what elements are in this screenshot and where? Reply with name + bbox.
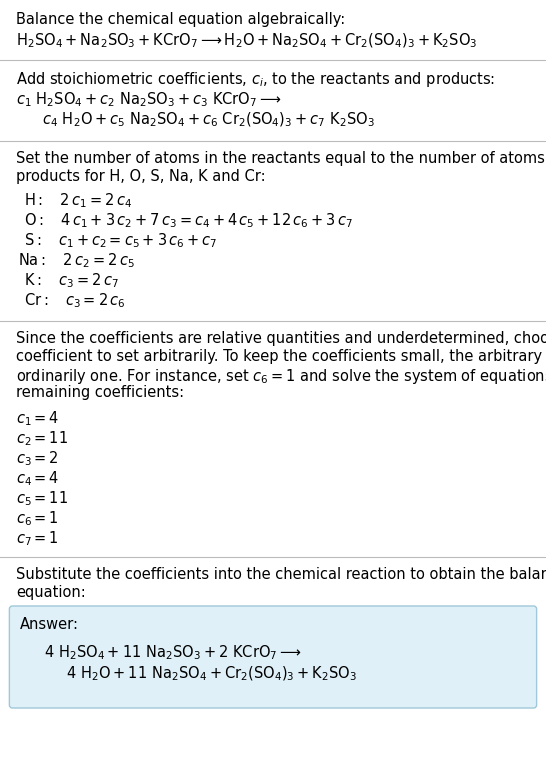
Text: ordinarily one. For instance, set $c_6 = 1$ and solve the system of equations fo: ordinarily one. For instance, set $c_6 =… [16, 367, 546, 386]
Text: $c_5 = 11$: $c_5 = 11$ [16, 489, 68, 508]
Text: remaining coefficients:: remaining coefficients: [16, 385, 185, 400]
FancyBboxPatch shape [9, 606, 537, 708]
Text: $c_7 = 1$: $c_7 = 1$ [16, 529, 59, 548]
Text: Balance the chemical equation algebraically:: Balance the chemical equation algebraica… [16, 12, 346, 27]
Text: $\quad 4\ \mathrm{H_2O} + 11\ \mathrm{Na_2SO_4} + \mathrm{Cr_2(SO_4)_3} + \mathr: $\quad 4\ \mathrm{H_2O} + 11\ \mathrm{Na… [52, 665, 358, 684]
Text: products for H, O, S, Na, K and Cr:: products for H, O, S, Na, K and Cr: [16, 169, 266, 184]
Text: Set the number of atoms in the reactants equal to the number of atoms in the: Set the number of atoms in the reactants… [16, 151, 546, 166]
Text: $\mathrm{S:}\quad c_1 + c_2 = c_5 + 3\,c_6 + c_7$: $\mathrm{S:}\quad c_1 + c_2 = c_5 + 3\,c… [25, 231, 218, 250]
Text: coefficient to set arbitrarily. To keep the coefficients small, the arbitrary va: coefficient to set arbitrarily. To keep … [16, 349, 546, 364]
Text: $\mathrm{H_2SO_4 + Na_2SO_3 + KCrO_7 \longrightarrow H_2O + Na_2SO_4 + Cr_2(SO_4: $\mathrm{H_2SO_4 + Na_2SO_3 + KCrO_7 \lo… [16, 32, 478, 50]
Text: Add stoichiometric coefficients, $c_i$, to the reactants and products:: Add stoichiometric coefficients, $c_i$, … [16, 70, 496, 89]
Text: $c_4 = 4$: $c_4 = 4$ [16, 469, 60, 487]
Text: Since the coefficients are relative quantities and underdetermined, choose a: Since the coefficients are relative quan… [16, 331, 546, 346]
Text: $c_2 = 11$: $c_2 = 11$ [16, 429, 68, 448]
Text: $c_1\ \mathrm{H_2SO_4} + c_2\ \mathrm{Na_2SO_3} + c_3\ \mathrm{KCrO_7} \longrigh: $c_1\ \mathrm{H_2SO_4} + c_2\ \mathrm{Na… [16, 90, 282, 109]
Text: Answer:: Answer: [20, 617, 79, 632]
Text: $\mathrm{K:}\quad c_3 = 2\,c_7$: $\mathrm{K:}\quad c_3 = 2\,c_7$ [25, 271, 119, 290]
Text: $c_6 = 1$: $c_6 = 1$ [16, 509, 59, 528]
Text: $\mathrm{Cr:}\quad c_3 = 2\,c_6$: $\mathrm{Cr:}\quad c_3 = 2\,c_6$ [25, 291, 126, 310]
Text: equation:: equation: [16, 585, 86, 600]
Text: $c_1 = 4$: $c_1 = 4$ [16, 409, 60, 428]
Text: $\mathrm{O:}\quad 4\,c_1 + 3\,c_2 + 7\,c_3 = c_4 + 4\,c_5 + 12\,c_6 + 3\,c_7$: $\mathrm{O:}\quad 4\,c_1 + 3\,c_2 + 7\,c… [25, 211, 354, 229]
Text: $\mathrm{Na:}\quad 2\,c_2 = 2\,c_5$: $\mathrm{Na:}\quad 2\,c_2 = 2\,c_5$ [19, 251, 135, 270]
Text: $\quad c_4\ \mathrm{H_2O} + c_5\ \mathrm{Na_2SO_4} + c_6\ \mathrm{Cr_2(SO_4)_3} : $\quad c_4\ \mathrm{H_2O} + c_5\ \mathrm… [28, 111, 375, 129]
Text: Substitute the coefficients into the chemical reaction to obtain the balanced: Substitute the coefficients into the che… [16, 567, 546, 582]
Text: $\mathrm{H:}\quad 2\,c_1 = 2\,c_4$: $\mathrm{H:}\quad 2\,c_1 = 2\,c_4$ [25, 191, 133, 210]
Text: $c_3 = 2$: $c_3 = 2$ [16, 449, 59, 467]
Text: $4\ \mathrm{H_2SO_4} + 11\ \mathrm{Na_2SO_3} + 2\ \mathrm{KCrO_7} \longrightarro: $4\ \mathrm{H_2SO_4} + 11\ \mathrm{Na_2S… [44, 643, 302, 662]
